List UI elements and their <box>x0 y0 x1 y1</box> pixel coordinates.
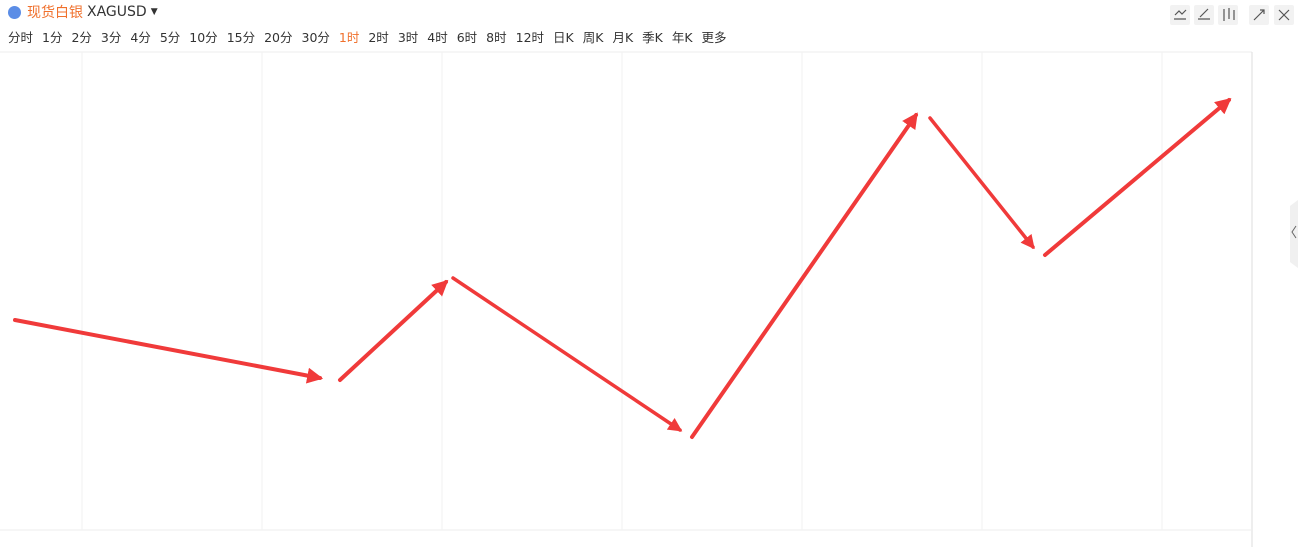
timeframe-tab[interactable]: 15分 <box>226 30 256 45</box>
timeframe-tab[interactable]: 20分 <box>264 30 293 45</box>
tool-button[interactable] <box>1194 5 1214 25</box>
timeframe-tab[interactable]: 8时 <box>486 30 507 45</box>
toolbar <box>1170 5 1294 25</box>
tool-button[interactable] <box>1170 5 1190 25</box>
timeframe-tab[interactable]: 6时 <box>456 30 478 45</box>
symbol-name[interactable]: 现货白银 <box>27 5 83 21</box>
tool-button[interactable] <box>1218 5 1238 25</box>
timeframe-tab[interactable]: 12时 <box>515 30 545 45</box>
timeframe-tab[interactable]: 周K <box>582 30 604 45</box>
timeframe-tab[interactable]: 2时 <box>368 30 389 45</box>
timeframe-tab[interactable]: 3时 <box>397 30 419 45</box>
timeframe-tabs: 分时 1分 2分 3分 4分 5分 10分 15分 20分 30分 1时 2时 3时 4时 6时 8时 12时日… <box>8 27 736 46</box>
timeframe-tab[interactable]: 月K <box>612 30 634 45</box>
timeframe-tab[interactable]: 分时 <box>8 30 34 45</box>
side-panel-toggle[interactable] <box>1290 200 1298 268</box>
timeframe-tab[interactable]: 1分 <box>42 30 63 45</box>
symbol-code[interactable]: XAGUSD <box>87 4 147 20</box>
annotations <box>13 97 1232 439</box>
timeframe-tab[interactable]: 季K <box>642 30 663 45</box>
timeframe-tab[interactable]: 4时 <box>427 30 448 45</box>
timeframe-tab[interactable]: 5分 <box>159 30 181 45</box>
timeframe-tab[interactable]: 年K <box>671 30 693 45</box>
symbol-icon <box>8 5 21 19</box>
timeframe-tab[interactable]: 3分 <box>100 30 122 45</box>
timeframe-tab[interactable]: 1时 <box>338 30 360 45</box>
toggle-arrow <box>1291 225 1297 239</box>
dropdown-caret[interactable]: ▼ <box>150 7 158 17</box>
timeframe-tab[interactable]: 更多 <box>701 30 727 45</box>
vertical-grid <box>81 52 1163 530</box>
timeframe-tab[interactable]: 日K <box>553 30 574 45</box>
timeframe-tab[interactable]: 10分 <box>189 30 218 45</box>
timeframe-tab[interactable]: 2分 <box>71 30 92 45</box>
timeframe-tab[interactable]: 4分 <box>130 30 151 45</box>
timeframe-tab[interactable]: 30分 <box>301 30 330 45</box>
symbol-header: 现货白银 XAGUSD ▼ <box>8 3 158 21</box>
